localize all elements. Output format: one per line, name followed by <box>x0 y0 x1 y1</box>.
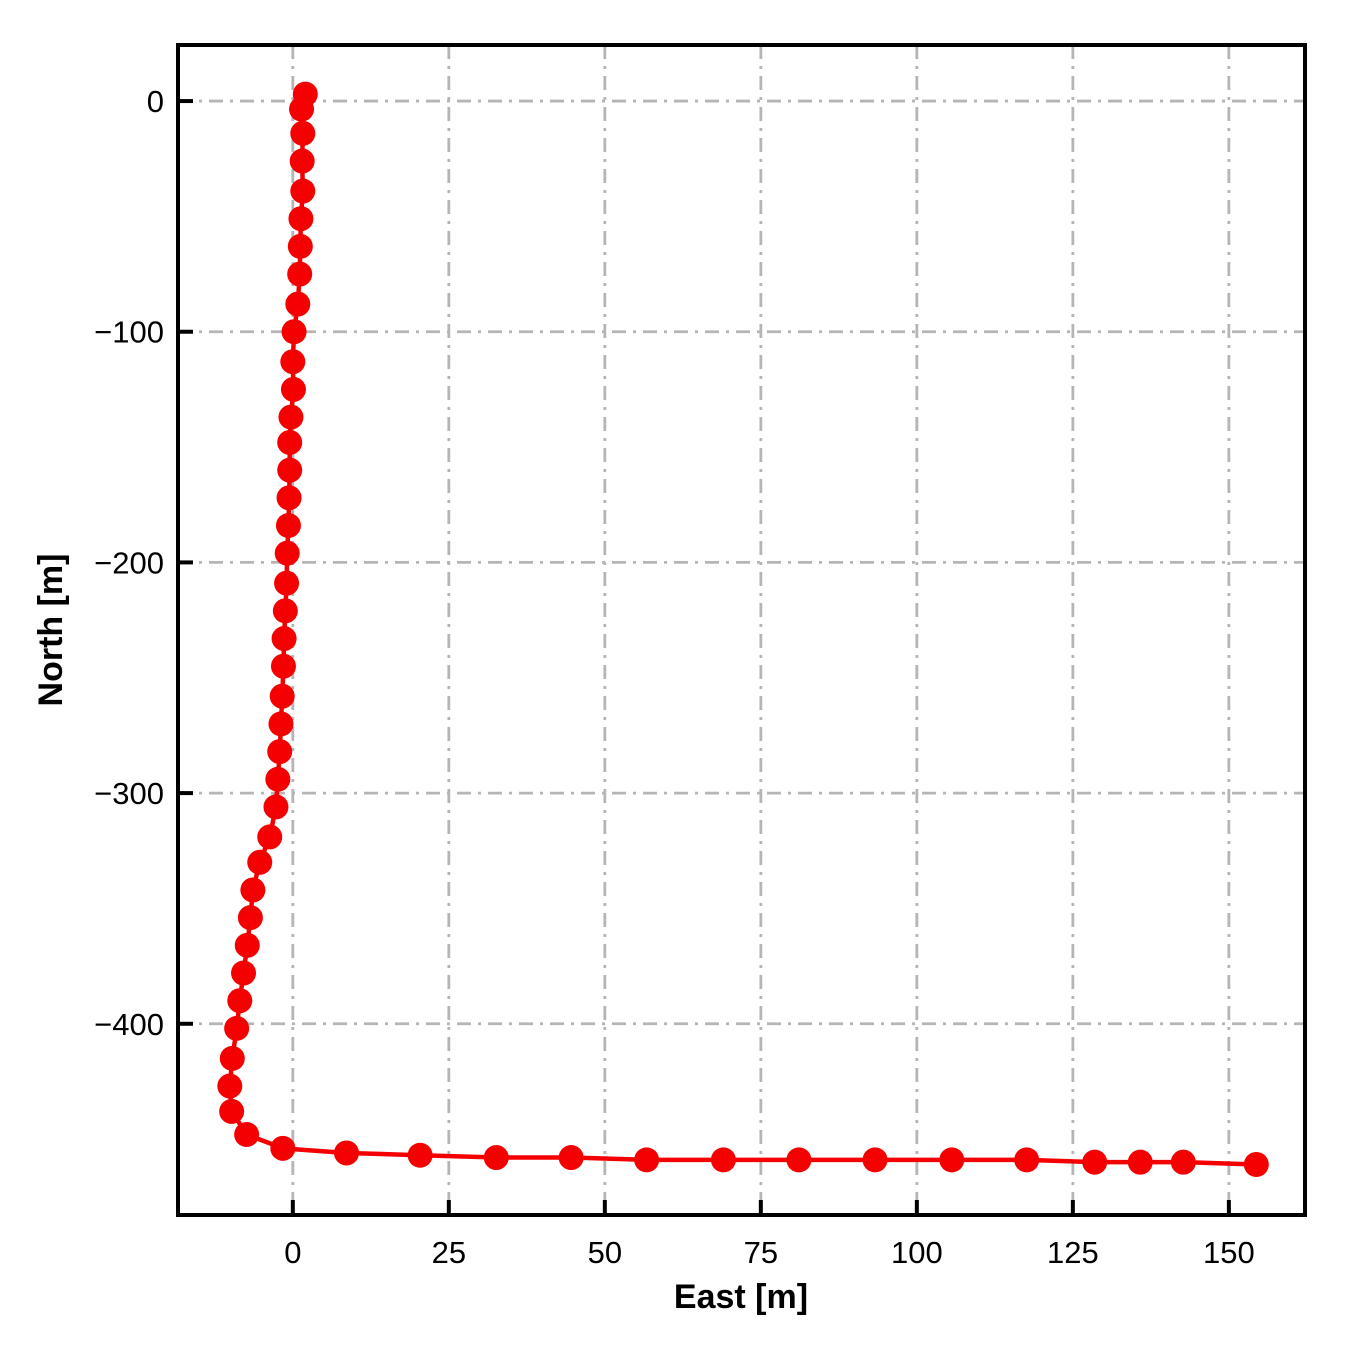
y-tick-label: −100 <box>94 315 164 350</box>
data-point <box>1243 1151 1269 1177</box>
data-point <box>287 233 313 259</box>
data-point <box>278 404 304 430</box>
data-point <box>939 1147 965 1173</box>
data-point <box>274 570 300 596</box>
data-point <box>265 766 291 792</box>
x-tick-label: 125 <box>1047 1235 1099 1270</box>
y-tick-label: 0 <box>147 84 164 119</box>
data-point <box>287 261 313 287</box>
data-point <box>277 457 303 483</box>
data-point <box>270 1135 296 1161</box>
grid-layer <box>178 45 1305 1215</box>
data-point <box>257 824 283 850</box>
y-axis-label: North [m] <box>32 554 70 707</box>
data-point <box>289 148 315 174</box>
x-axis-label: East [m] <box>674 1278 808 1316</box>
data-point <box>634 1147 660 1173</box>
data-point <box>247 849 273 875</box>
plot-frame <box>176 43 1307 1217</box>
x-tick-label: 0 <box>284 1235 301 1270</box>
trajectory-series <box>217 81 1269 1177</box>
data-point <box>1082 1149 1108 1175</box>
data-point <box>1170 1149 1196 1175</box>
data-point <box>269 683 295 709</box>
data-point <box>280 376 306 402</box>
data-point <box>240 877 266 903</box>
x-tick-label: 75 <box>744 1235 778 1270</box>
data-point <box>217 1073 243 1099</box>
y-tick-label: −200 <box>94 545 164 580</box>
x-tick-label: 50 <box>588 1235 622 1270</box>
data-point <box>281 319 307 345</box>
data-point <box>558 1145 584 1171</box>
data-point <box>1127 1149 1153 1175</box>
data-point <box>227 988 253 1014</box>
data-point <box>268 711 294 737</box>
axis-layer: 0 25 50 75 100 125 150 0 −100 −200 −300 −400 <box>94 43 1307 1270</box>
data-point <box>219 1098 245 1124</box>
data-point <box>275 513 301 539</box>
x-tick-label: 100 <box>891 1235 943 1270</box>
data-point <box>288 206 314 232</box>
data-point <box>272 598 298 624</box>
data-point <box>1014 1147 1040 1173</box>
data-point <box>862 1147 888 1173</box>
data-point <box>280 349 306 375</box>
data-point <box>786 1147 812 1173</box>
data-point <box>710 1147 736 1173</box>
data-point <box>234 1121 260 1147</box>
data-point <box>290 120 316 146</box>
data-point <box>224 1015 250 1041</box>
data-point <box>270 653 296 679</box>
data-point <box>276 485 302 511</box>
x-tick-label: 25 <box>432 1235 466 1270</box>
data-point <box>231 960 257 986</box>
data-point <box>267 739 293 765</box>
data-point <box>333 1140 359 1166</box>
x-tick-label: 150 <box>1203 1235 1255 1270</box>
data-point <box>285 291 311 317</box>
data-point <box>483 1145 509 1171</box>
data-point <box>234 932 260 958</box>
data-point <box>237 905 263 931</box>
y-tick-label: −400 <box>94 1007 164 1042</box>
data-point <box>263 794 289 820</box>
y-tick-label: −300 <box>94 776 164 811</box>
data-point <box>219 1045 245 1071</box>
data-point <box>407 1142 433 1168</box>
data-point <box>290 178 316 204</box>
trajectory-line <box>227 91 1259 1167</box>
data-point <box>289 96 315 122</box>
data-point <box>271 626 297 652</box>
data-point <box>277 429 303 455</box>
data-point <box>274 540 300 566</box>
